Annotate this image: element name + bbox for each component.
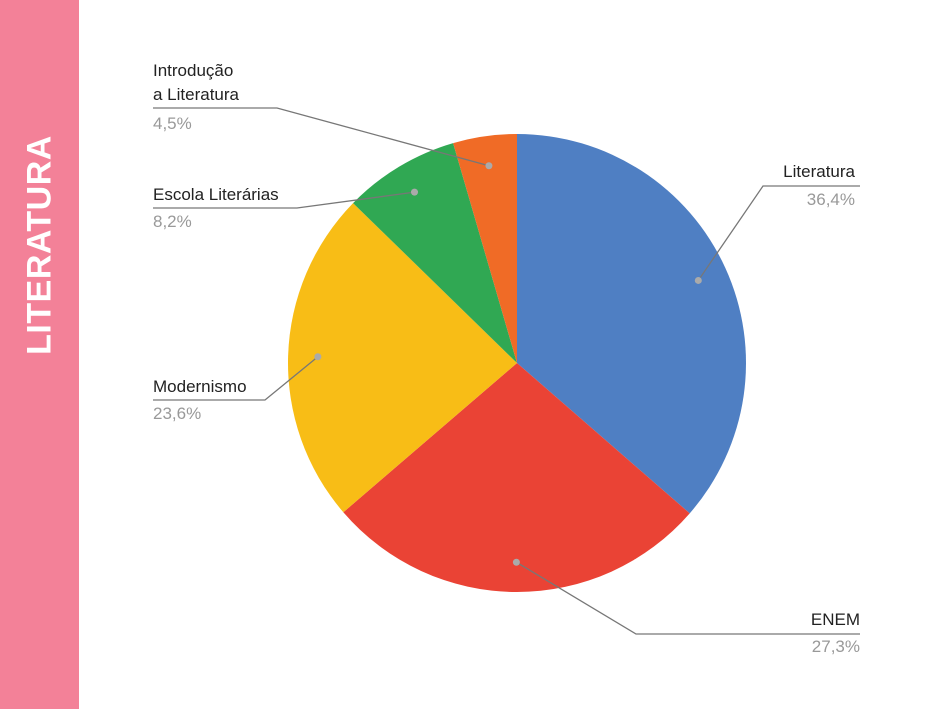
leader-dot: [512, 558, 520, 566]
pie-slice: [517, 134, 746, 514]
leader-line: [153, 356, 319, 401]
leader-line: [697, 185, 860, 281]
slice-label: Modernismo: [153, 377, 247, 396]
pie-slice: [343, 363, 690, 592]
leader-line: [516, 561, 860, 635]
slice-value-label: 36,4%: [806, 190, 855, 209]
leader-dot: [314, 353, 322, 361]
slice-value-label: 27,3%: [811, 637, 860, 656]
slice-label: Introdução a Literatura: [153, 61, 239, 104]
slice-label: Literatura: [783, 162, 855, 181]
pie-slice: [353, 143, 517, 363]
sidebar: LITERATURA: [0, 0, 79, 709]
leader-line: [153, 191, 415, 209]
leader-dot: [411, 188, 419, 196]
pie-slice: [453, 134, 517, 363]
leader-dot: [485, 162, 493, 170]
slice-label: ENEM: [810, 610, 860, 629]
pie-slice: [288, 203, 517, 513]
slice-value-label: 4,5%: [153, 114, 192, 133]
slice-label: Escola Literárias: [153, 185, 279, 204]
leader-dot: [694, 276, 702, 284]
leader-line: [153, 107, 490, 167]
slice-value-label: 8,2%: [153, 212, 192, 231]
slice-value-label: 23,6%: [153, 404, 202, 423]
